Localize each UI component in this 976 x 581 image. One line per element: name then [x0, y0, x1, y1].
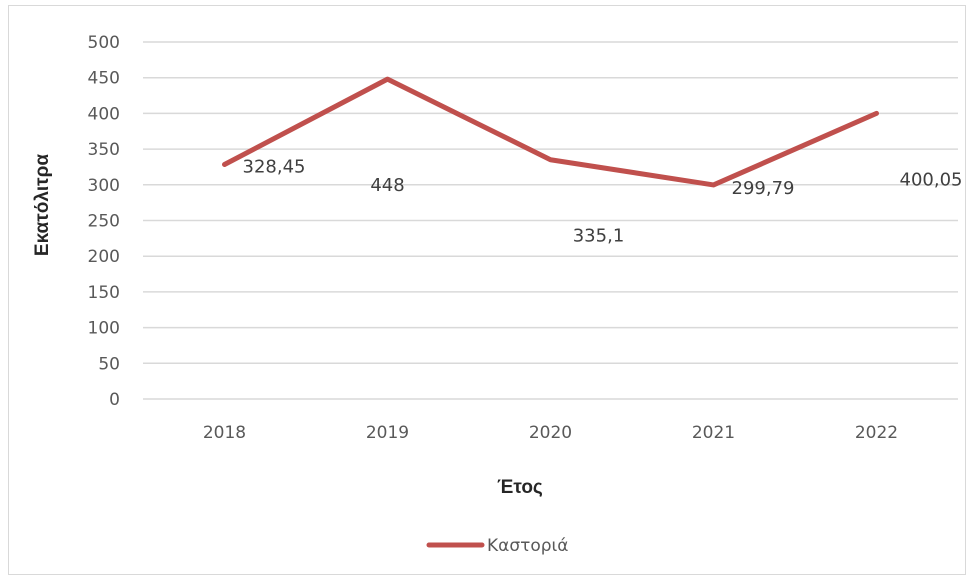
series-group — [222, 76, 879, 188]
y-tick-label: 200 — [88, 247, 120, 267]
x-tick-label: 2019 — [366, 423, 409, 443]
y-axis-title: Εκατόλιτρα — [32, 154, 53, 256]
data-label: 299,79 — [732, 178, 795, 199]
y-tick-label: 450 — [88, 69, 120, 89]
data-labels: 328,45 448 335,1 299,79 400,05 — [243, 156, 963, 246]
y-tick-label: 500 — [88, 33, 120, 53]
legend: Καστοριά — [426, 536, 569, 556]
chart-frame — [8, 5, 966, 575]
y-tick-label: 300 — [88, 176, 120, 196]
y-tick-label: 50 — [98, 354, 120, 374]
series-line — [222, 76, 879, 188]
legend-label: Καστοριά — [487, 536, 569, 556]
y-tick-label: 400 — [88, 104, 120, 124]
y-tick-label: 350 — [88, 140, 120, 160]
y-tick-label: 0 — [109, 390, 120, 410]
y-axis-ticks: 0 50 100 150 200 250 300 350 400 450 500 — [88, 33, 120, 410]
data-label: 335,1 — [573, 226, 625, 247]
x-axis-title: Έτος — [497, 477, 543, 498]
x-tick-label: 2020 — [529, 423, 572, 443]
x-tick-label: 2021 — [692, 423, 735, 443]
x-tick-label: 2018 — [203, 423, 246, 443]
gridlines — [143, 41, 958, 400]
y-tick-label: 100 — [88, 319, 120, 339]
x-axis-ticks: 2018 2019 2020 2021 2022 — [203, 423, 898, 443]
data-label: 328,45 — [243, 156, 306, 177]
data-label: 400,05 — [900, 169, 963, 190]
y-tick-label: 150 — [88, 283, 120, 303]
data-label: 448 — [370, 175, 404, 196]
y-tick-label: 250 — [88, 212, 120, 232]
x-tick-label: 2022 — [855, 423, 898, 443]
